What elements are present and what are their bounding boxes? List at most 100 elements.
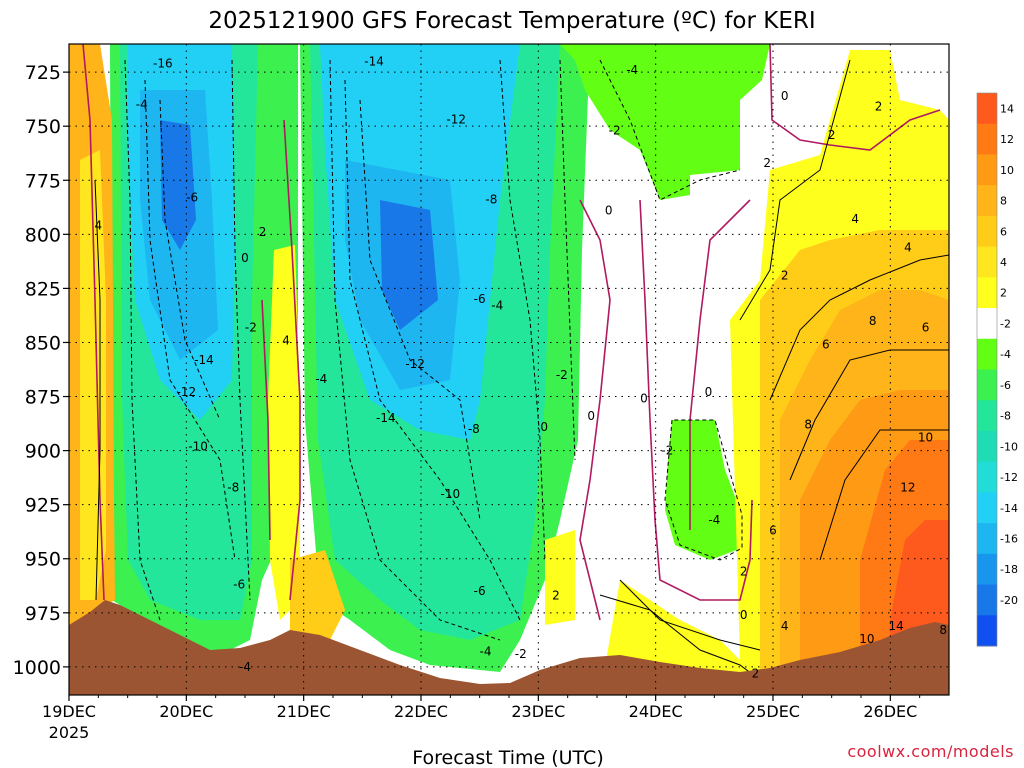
contour-line [579, 199, 611, 621]
colorbar-swatch [977, 461, 997, 493]
contour-label: -2 [661, 444, 673, 458]
colorbar-label: -10 [1000, 440, 1018, 453]
x-tick-label: 25DEC [746, 702, 800, 721]
contour-label: 12 [900, 480, 915, 494]
colorbar-swatch [977, 523, 997, 555]
contour-line [82, 44, 105, 601]
contour-label: -2 [515, 647, 527, 661]
contour-label: 2 [763, 156, 771, 170]
contour-labels: -4-16-6402-24-14-12-10-8-6-4-14-4-12-8-6… [95, 54, 947, 680]
blue-deep-a [160, 120, 196, 250]
colorbar-label: 14 [1000, 102, 1014, 115]
colorbar-swatch [977, 584, 997, 616]
contour-label: -12 [177, 385, 197, 399]
contour-line [144, 79, 236, 561]
colorbar-label: -8 [1000, 410, 1011, 423]
contour-line [124, 59, 161, 621]
contour-label: -8 [227, 480, 239, 494]
x-tick-label: 23DEC [511, 702, 565, 721]
contour-label: -4 [708, 513, 720, 527]
y-tick-label: 925 [25, 495, 61, 517]
contour-line [559, 59, 576, 461]
colorbar-label: -18 [1000, 563, 1018, 576]
contour-line [359, 99, 481, 521]
y-tick-label: 850 [25, 332, 61, 354]
chart-title: 2025121900 GFS Forecast Temperature (ºC)… [208, 8, 815, 34]
contour-label: 0 [781, 89, 789, 103]
contour-label: 6 [769, 524, 777, 538]
contour-label: -4 [480, 645, 492, 659]
contour-label: 2 [828, 128, 836, 142]
y-tick-label: 825 [25, 278, 61, 300]
colorbar-swatch [977, 123, 997, 155]
x-tick-label: 20DEC [159, 702, 213, 721]
contour-label: 4 [781, 619, 789, 633]
contour-label: -2 [556, 368, 568, 382]
contour-line [819, 429, 949, 561]
x-axis: 19DEC 20DEC 21DEC 22DEC 23DEC 24DEC 25DEC 26DEC [42, 695, 921, 721]
contour-lines [82, 44, 949, 681]
y-tick-label: 975 [25, 603, 61, 625]
contour-label: 0 [705, 385, 713, 399]
contour-line [599, 594, 761, 681]
colorbar-label: -4 [1000, 348, 1011, 361]
colorbar-swatch [977, 553, 997, 586]
contour-label: -4 [315, 372, 327, 386]
contour-line [689, 199, 751, 530]
colorbar-label: 10 [1000, 164, 1014, 177]
colorbar-swatch [977, 246, 997, 278]
colorbar-label: 8 [1000, 195, 1007, 208]
colorbar-label: -14 [1000, 502, 1018, 515]
contour-label: -2 [609, 124, 621, 138]
contour-line [261, 299, 271, 541]
contour-label: -2 [245, 320, 257, 334]
blue-deep-b [380, 200, 438, 330]
colorbar-swatch [977, 93, 997, 125]
colorbar-label: 2 [1000, 287, 1007, 300]
contour-label: -14 [364, 54, 384, 68]
green-lower-island [665, 420, 742, 560]
contour-line [619, 579, 761, 651]
green-upper-right [560, 44, 770, 200]
contour-label: -6 [233, 578, 245, 592]
contour-label: -6 [474, 292, 486, 306]
contour-label: 4 [851, 212, 859, 226]
contour-line [94, 179, 101, 601]
x-tick-label: 26DEC [863, 702, 917, 721]
y-tick-label: 750 [25, 116, 61, 138]
contour-label: -4 [491, 299, 503, 313]
contour-label: 2 [552, 589, 560, 603]
contour-line [344, 79, 521, 621]
contour-label: -8 [468, 422, 480, 436]
grid [69, 44, 949, 695]
x-year-label: 2025 [49, 723, 90, 742]
contour-label: 8 [939, 623, 947, 637]
contour-line [664, 419, 743, 561]
credit-text: coolwx.com/models [847, 742, 1014, 761]
contour-line [599, 59, 741, 201]
contour-label: -10 [441, 487, 461, 501]
y-axis: 725 750 775 800 825 850 875 900 925 950 975 1000 [13, 62, 69, 679]
contour-label: 4 [904, 240, 912, 254]
contour-label: 10 [859, 632, 874, 646]
contour-label: -14 [376, 411, 396, 425]
colorbar-swatch [977, 430, 997, 463]
colorbar-swatch [977, 154, 997, 186]
contour-line [769, 254, 949, 401]
contour-label: -6 [474, 584, 486, 598]
contour-label: 4 [95, 219, 103, 233]
contour-label: 0 [540, 420, 548, 434]
y-tick-label: 800 [25, 224, 61, 246]
contour-label: 2 [740, 565, 748, 579]
contour-label: 0 [640, 392, 648, 406]
contour-label: -6 [186, 191, 198, 205]
contour-label: 8 [869, 314, 877, 328]
terrain [69, 600, 949, 695]
warm-23dec [545, 530, 575, 625]
contour-label: 4 [282, 333, 290, 347]
colorbar-label: -12 [1000, 471, 1018, 484]
colorbar-swatch [977, 400, 997, 432]
colorbar-swatch [977, 338, 997, 370]
contour-label: 8 [804, 418, 812, 432]
